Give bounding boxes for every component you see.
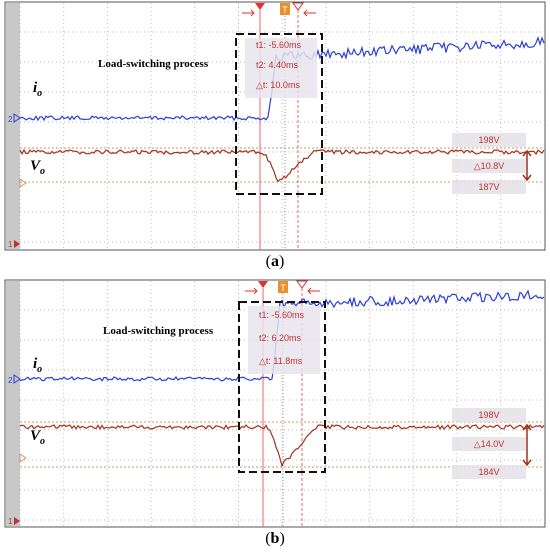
cursor-arrow [242, 9, 316, 17]
voltage-label: Vo [30, 428, 45, 447]
value-box [452, 437, 526, 451]
symbol: V [30, 158, 42, 174]
annotation: Load-switching process [103, 325, 214, 337]
voltage-trace [19, 148, 545, 183]
channel-label: 2 [8, 376, 13, 385]
level-value: 187V [478, 182, 499, 192]
value-box [452, 180, 526, 194]
highlight-box [238, 301, 326, 473]
level-value: △14.0V [474, 439, 504, 449]
value-box [452, 408, 526, 422]
trigger-marker [280, 3, 290, 15]
paren: ) [279, 253, 284, 270]
subscript: o [40, 436, 45, 447]
annotation: Load-switching process [98, 58, 209, 70]
delta-arrow [522, 149, 532, 182]
subscript: o [37, 88, 42, 99]
letter: a [271, 253, 279, 270]
letter: b [271, 530, 280, 547]
cursor-marker [296, 280, 308, 289]
paren: ( [265, 530, 270, 547]
level-value: 198V [478, 410, 499, 420]
scope-panel: T 2 1 t1: -5.60ms t2: 6.20ms △t: 11.8ms Load-s… [4, 279, 546, 528]
readout-text: t1: -5.60ms [259, 310, 305, 320]
trigger-marker [278, 281, 288, 293]
subscript: o [40, 166, 45, 177]
highlight-box [235, 33, 323, 195]
value-box [452, 159, 526, 173]
subscript: o [37, 364, 42, 375]
caption: (b) [265, 530, 285, 547]
paren: ( [266, 253, 271, 270]
level-value: △10.8V [474, 161, 504, 171]
current-trace [19, 289, 545, 382]
caption: (a) [266, 253, 285, 270]
trigger-label: T [280, 283, 286, 293]
readout-text: △t: 11.8ms [259, 356, 303, 366]
cursor-marker [292, 2, 304, 11]
current-label: io [33, 80, 42, 99]
trigger-label: T [282, 5, 288, 15]
channel-marker [14, 517, 20, 525]
value-box [452, 465, 526, 479]
level-value: 198V [478, 135, 499, 145]
current-label: io [33, 356, 42, 375]
scope-panel: T 2 1 t1: -5.60ms t2: 4.40ms △t: 10.0ms Load-s… [4, 1, 546, 251]
channel-marker [19, 453, 27, 463]
cursor-arrow [245, 287, 320, 295]
readout-box [248, 306, 320, 374]
channel-marker [19, 178, 27, 188]
cursor-marker [258, 281, 268, 288]
readout-text: △t: 10.0ms [256, 80, 300, 90]
readout-box [245, 38, 317, 98]
voltage-trace [19, 424, 545, 468]
side-strip [6, 281, 20, 526]
channel-marker [13, 374, 21, 384]
symbol: i [33, 356, 38, 372]
channel-label: 2 [8, 115, 13, 124]
level-value: 184V [478, 467, 499, 477]
cursor-marker [255, 3, 265, 10]
symbol: V [30, 428, 42, 444]
side-strip [6, 3, 20, 249]
channel-marker [13, 113, 21, 123]
readout-text: t2: 6.20ms [259, 333, 302, 343]
readout-text: t2: 4.40ms [256, 60, 299, 70]
symbol: i [33, 80, 38, 96]
channel-label: 1 [8, 517, 13, 526]
voltage-label: Vo [30, 158, 45, 177]
value-box [452, 133, 526, 147]
readout-text: t1: -5.60ms [256, 40, 302, 50]
delta-arrow [522, 423, 532, 467]
channel-label: 1 [8, 240, 13, 249]
paren: ) [279, 530, 284, 547]
channel-marker [14, 240, 20, 248]
